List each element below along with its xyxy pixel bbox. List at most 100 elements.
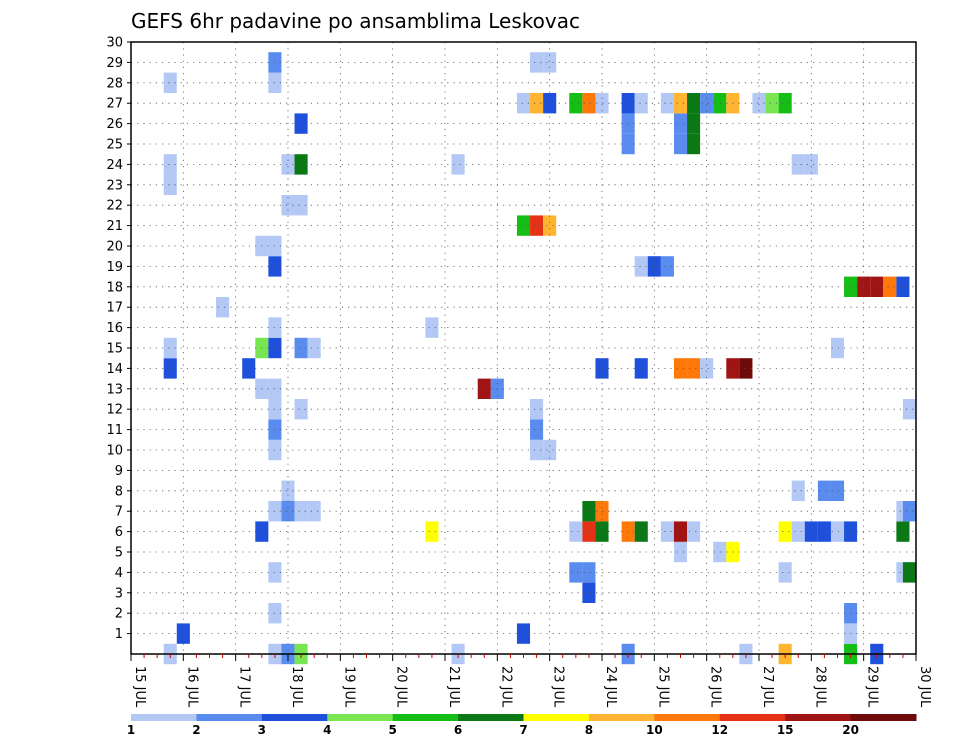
x-axis: 15 JUL 16 JUL 17 JUL 18 JUL 19 JUL 20 JUL 21 J…: [130, 654, 932, 708]
precip-cell: [870, 276, 884, 297]
precip-cell: [530, 399, 544, 420]
precip-cell: [163, 358, 177, 379]
colorbar-label: 20: [842, 723, 859, 737]
precip-cell: [687, 133, 701, 155]
precip-cell: [294, 399, 308, 420]
precip-cell: [425, 317, 439, 338]
precip-cell: [268, 399, 282, 420]
precip-cell: [294, 154, 308, 175]
colorbar-swatch: [131, 714, 197, 721]
precip-cell: [778, 93, 792, 114]
x-tick-label: 18 JUL: [289, 666, 304, 708]
x-tick-label: 26 JUL: [708, 666, 723, 708]
precip-cell: [569, 521, 583, 542]
precip-cell: [451, 154, 465, 175]
precip-cell: [530, 439, 544, 461]
precip-cell: [673, 133, 688, 155]
y-tick-label: 14: [106, 362, 123, 377]
precip-cell: [660, 93, 674, 114]
precip-cell: [673, 358, 688, 379]
y-tick-label: 12: [106, 403, 123, 418]
precip-cell: [281, 501, 295, 522]
colorbar-swatch: [261, 714, 328, 721]
y-tick-label: 29: [106, 56, 123, 71]
y-axis: 1234567891011121314151617181920212223242…: [106, 36, 131, 642]
precip-cell: [673, 521, 688, 542]
y-tick-label: 9: [115, 464, 123, 479]
precip-cell: [163, 72, 177, 93]
colorbar-swatch: [785, 714, 852, 721]
precip-cell: [530, 215, 544, 236]
precip-cell: [634, 256, 648, 277]
colorbar: 1 2 3 4 5 6 7 8 10 12 15 20: [127, 714, 917, 737]
precip-cell: [660, 256, 674, 277]
precip-cell: [687, 93, 701, 114]
precip-cell: [530, 52, 544, 73]
precip-cell: [268, 378, 282, 399]
precip-cell: [817, 521, 831, 542]
precip-cell: [582, 562, 596, 583]
precip-cell: [830, 521, 845, 542]
precip-cell: [902, 562, 916, 583]
precip-cell: [673, 113, 688, 134]
y-tick-label: 25: [106, 138, 123, 153]
precip-cell: [687, 358, 701, 379]
precip-cell: [778, 562, 792, 583]
precip-cell: [582, 521, 596, 542]
precip-cell: [660, 521, 674, 542]
precip-cell: [791, 521, 805, 542]
x-tick-label: 19 JUL: [341, 666, 356, 708]
precip-cell: [687, 113, 701, 134]
colorbar-label: 1: [127, 723, 135, 737]
precip-cell: [543, 439, 557, 461]
y-tick-label: 26: [106, 117, 123, 132]
precip-cell: [700, 358, 714, 379]
plot-frame: [130, 41, 917, 655]
precip-cell: [543, 52, 557, 73]
precip-cell: [791, 480, 805, 501]
precip-cell: [595, 93, 609, 114]
y-tick-label: 24: [106, 158, 123, 173]
cells-layer: [163, 52, 916, 665]
colorbar-label: 3: [258, 723, 266, 737]
colorbar-swatch: [392, 714, 459, 721]
precip-cell: [687, 521, 701, 542]
precip-cell: [294, 195, 308, 216]
y-tick-label: 17: [106, 301, 123, 316]
precip-cell: [713, 541, 727, 563]
y-tick-label: 4: [115, 566, 123, 581]
precip-cell: [307, 501, 321, 522]
y-tick-label: 6: [115, 525, 123, 540]
precip-cell: [778, 521, 792, 542]
colorbar-swatch: [719, 714, 786, 721]
precip-cell: [294, 501, 308, 522]
x-tick-label: 17 JUL: [237, 666, 252, 708]
precip-cell: [163, 337, 177, 359]
x-tick-label: 27 JUL: [760, 666, 775, 708]
y-tick-label: 15: [106, 342, 123, 357]
precip-cell: [902, 399, 916, 420]
precip-cell: [216, 297, 230, 318]
precip-cell: [902, 501, 916, 522]
colorbar-swatch: [327, 714, 394, 721]
colorbar-swatch: [588, 714, 655, 721]
precip-cell: [268, 501, 282, 522]
precip-cell: [582, 582, 596, 603]
y-tick-label: 28: [106, 76, 123, 91]
precip-cell: [713, 93, 727, 114]
precip-cell: [163, 154, 177, 175]
precip-cell: [883, 276, 897, 297]
y-tick-label: 16: [106, 321, 123, 336]
precip-cell: [582, 501, 596, 522]
colorbar-swatch: [458, 714, 524, 721]
precip-cell: [307, 337, 321, 359]
precip-cell: [765, 93, 779, 114]
colorbar-label: 12: [711, 723, 728, 737]
colorbar-swatch: [523, 714, 590, 721]
x-tick-label: 28 JUL: [812, 666, 827, 708]
y-tick-label: 13: [106, 382, 123, 397]
precip-cell: [268, 72, 282, 93]
precip-cell: [582, 93, 596, 114]
